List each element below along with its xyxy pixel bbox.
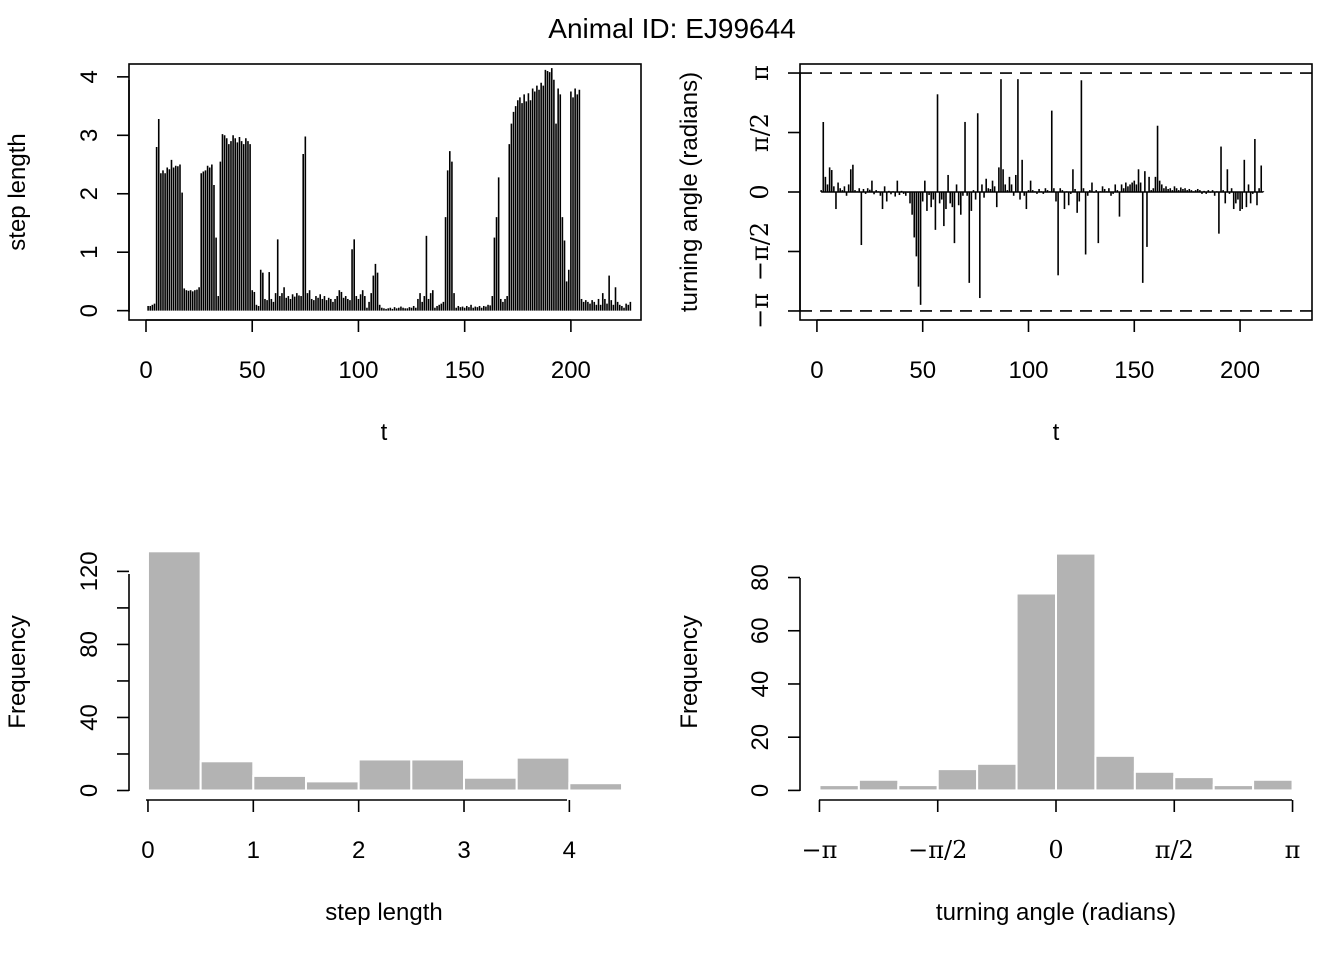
x-tick-label: 50 [909, 357, 936, 384]
histogram-bar [410, 758, 466, 792]
y-axis-label: Frequency [4, 615, 31, 728]
histogram-bar [897, 784, 939, 792]
x-tick-label: 200 [551, 357, 591, 384]
x-tick-label: 150 [1114, 357, 1154, 384]
y-tick-label: π [746, 65, 774, 81]
x-tick-label: π/2 [1155, 836, 1194, 864]
x-tick-label: 150 [445, 357, 485, 384]
x-axis-label: t [381, 419, 388, 446]
x-axis-label: turning angle (radians) [936, 899, 1176, 926]
x-tick-label: 1 [247, 837, 260, 864]
reference-lines [800, 72, 1312, 312]
x-axis-label: t [1053, 419, 1060, 446]
y-tick-label: 0 [76, 304, 103, 317]
x-axis-label: step length [325, 899, 442, 926]
y-tick-label: π/2 [746, 113, 774, 152]
x-tick-label: 0 [139, 357, 152, 384]
histogram-bar [818, 784, 860, 792]
histogram-bar [1055, 552, 1097, 792]
y-tick-label: 40 [76, 704, 103, 731]
axis-ticks: 0 50 100 150 200 0 1 2 3 4 [76, 70, 591, 384]
y-tick-label: 0 [747, 784, 774, 797]
histogram-bar [1015, 592, 1057, 792]
histogram-bar [1133, 770, 1176, 792]
histogram-bar [199, 760, 255, 792]
y-tick-label: 0 [76, 784, 103, 797]
histogram-bar [857, 778, 900, 792]
y-axis-label: turning angle (radians) [676, 72, 703, 312]
y-tick-label: 3 [76, 129, 103, 142]
y-tick-label: 0 [746, 184, 774, 199]
x-tick-label: 100 [338, 357, 378, 384]
x-tick-label: 4 [563, 837, 576, 864]
x-tick-label: π [1285, 836, 1301, 864]
turning-angle-series-panel: 0 50 100 150 200 −π −π/2 0 π/2 π t turning angle … [676, 63, 1313, 446]
histogram-bar [357, 758, 413, 792]
y-axis-label: step length [4, 133, 31, 250]
x-tick-label: 0 [810, 357, 823, 384]
y-tick-label: 80 [747, 564, 774, 591]
figure-title: Animal ID: EJ99644 [548, 13, 795, 44]
turning-angle-spikes [820, 79, 1265, 305]
histogram-bar [463, 776, 518, 792]
histogram-bar [252, 774, 307, 792]
axis-ticks: −π −π/2 0 π/2 π 0 20 40 60 80 [747, 564, 1300, 864]
axis-ticks: 0 50 100 150 200 −π −π/2 0 π/2 π [746, 65, 1260, 384]
histogram-bar [976, 762, 1018, 792]
y-tick-label: 4 [76, 70, 103, 83]
histogram-bar [1173, 776, 1215, 792]
x-tick-label: 2 [352, 837, 365, 864]
y-tick-label: −π/2 [746, 222, 774, 281]
histogram-bar [146, 550, 202, 792]
histogram-bar [1212, 784, 1255, 792]
y-tick-label: 2 [76, 187, 103, 200]
y-tick-label: 80 [76, 631, 103, 658]
histogram-bars [146, 550, 624, 792]
y-tick-label: 20 [747, 724, 774, 751]
x-tick-label: 100 [1008, 357, 1048, 384]
x-tick-label: 0 [1048, 836, 1063, 864]
turning-angle-histogram-panel: −π −π/2 0 π/2 π 0 20 40 60 80 turning angle (radi… [676, 552, 1300, 926]
histogram-bar [936, 768, 979, 792]
histogram-bar [304, 780, 360, 792]
histogram-bar [568, 782, 624, 792]
histogram-bar [1252, 778, 1294, 792]
x-tick-label: 200 [1220, 357, 1260, 384]
y-tick-label: 1 [76, 246, 103, 259]
x-tick-label: 0 [141, 837, 154, 864]
histogram-bar [515, 756, 571, 792]
step-length-spikes [147, 68, 632, 311]
histogram-bar [1094, 754, 1136, 792]
x-tick-label: 50 [239, 357, 266, 384]
x-tick-label: −π [802, 836, 838, 864]
x-tick-label: 3 [457, 837, 470, 864]
step-length-series-panel: 0 50 100 150 200 0 1 2 3 4 t step length [4, 63, 642, 446]
x-tick-label: −π/2 [908, 836, 967, 864]
y-tick-label: 120 [76, 551, 103, 591]
histogram-bars [818, 552, 1294, 792]
y-axis-label: Frequency [676, 615, 703, 728]
y-tick-label: 60 [747, 617, 774, 644]
y-tick-label: −π [746, 293, 774, 329]
y-tick-label: 40 [747, 671, 774, 698]
